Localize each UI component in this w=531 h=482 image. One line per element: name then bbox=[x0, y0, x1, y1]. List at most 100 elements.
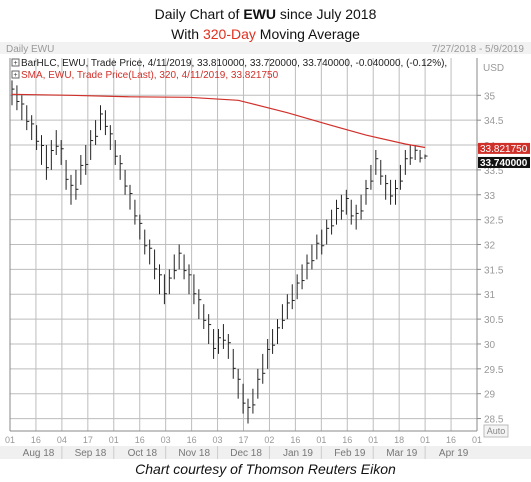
price-bar bbox=[242, 383, 246, 414]
price-bar bbox=[60, 140, 64, 165]
y-tick-label: 31 bbox=[484, 290, 496, 301]
price-bar bbox=[45, 145, 49, 180]
price-bar bbox=[198, 289, 202, 320]
price-bar bbox=[262, 353, 266, 384]
x-day-label: 04 bbox=[57, 435, 67, 445]
price-bar bbox=[11, 80, 15, 106]
x-month-label: Oct 18 bbox=[128, 448, 158, 459]
price-bar bbox=[95, 120, 99, 146]
price-bar bbox=[370, 164, 374, 190]
y-axis: 3534.53433.53332.53231.53130.53029.52928… bbox=[477, 91, 504, 426]
price-bar bbox=[70, 174, 74, 205]
price-bar bbox=[350, 199, 354, 225]
price-bar bbox=[395, 179, 398, 205]
price-bar bbox=[247, 398, 251, 424]
x-day-label: 01 bbox=[316, 435, 326, 445]
price-bar bbox=[188, 264, 192, 295]
price-bar bbox=[21, 95, 25, 121]
y-tick-label: 32.5 bbox=[484, 216, 504, 227]
price-bar bbox=[50, 140, 54, 170]
price-bar bbox=[311, 244, 315, 270]
price-bar bbox=[375, 150, 379, 175]
price-bar bbox=[208, 314, 212, 344]
price-bar bbox=[316, 234, 320, 260]
price-bar bbox=[154, 249, 158, 280]
price-bar bbox=[75, 169, 79, 200]
price-bar bbox=[149, 239, 153, 265]
price-bar bbox=[409, 145, 413, 165]
x-day-label: 16 bbox=[187, 435, 197, 445]
price-bar bbox=[124, 169, 128, 195]
chart-title-line2: With 320-Day Moving Average bbox=[171, 26, 360, 42]
x-day-label: 16 bbox=[446, 435, 456, 445]
y-tick-label: 29 bbox=[484, 390, 496, 401]
price-bar bbox=[355, 204, 359, 230]
price-bar bbox=[129, 184, 133, 210]
x-day-label: 01 bbox=[109, 435, 119, 445]
chart-title-line1: Daily Chart of EWU since July 2018 bbox=[154, 6, 377, 22]
price-bar bbox=[144, 229, 148, 255]
price-bar bbox=[109, 125, 113, 151]
y-tick-label: 34.5 bbox=[484, 116, 504, 127]
y-tick-label: 28.5 bbox=[484, 415, 504, 426]
x-month-label: Sep 18 bbox=[75, 448, 107, 459]
price-bar bbox=[286, 294, 290, 320]
price-bar bbox=[296, 274, 300, 300]
price-bar bbox=[385, 174, 389, 200]
svg-text:+: + bbox=[13, 72, 17, 79]
price-bar bbox=[222, 324, 226, 349]
price-bar bbox=[336, 199, 339, 225]
price-bar bbox=[414, 145, 418, 160]
price-bar bbox=[424, 154, 428, 159]
legend: + BarHLC, EWU, Trade Price, 4/11/2019, 3… bbox=[11, 58, 447, 81]
x-month-label: Dec 18 bbox=[230, 448, 262, 459]
price-bar bbox=[119, 154, 123, 180]
price-bar bbox=[41, 135, 44, 165]
last-price-tag: 33.740000 bbox=[480, 158, 528, 169]
y-tick-label: 29.5 bbox=[484, 365, 504, 376]
legend-sma: SMA, EWU, Trade Price(Last), 320, 4/11/2… bbox=[21, 70, 279, 81]
price-bar bbox=[55, 130, 59, 155]
price-bar bbox=[331, 209, 335, 235]
price-bar bbox=[380, 159, 384, 185]
y-tick-label: 32 bbox=[484, 241, 496, 252]
x-day-label: 17 bbox=[83, 435, 93, 445]
sma-line bbox=[11, 93, 426, 149]
y-tick-label: 30.5 bbox=[484, 315, 504, 326]
price-bar bbox=[267, 338, 271, 369]
price-bar bbox=[114, 140, 118, 165]
price-bar bbox=[321, 229, 325, 255]
price-bar bbox=[159, 264, 162, 295]
price-bar bbox=[252, 388, 256, 414]
x-day-label: 16 bbox=[135, 435, 145, 445]
auto-scale-button[interactable]: Auto bbox=[487, 426, 506, 436]
price-bar bbox=[365, 179, 369, 205]
x-day-label: 17 bbox=[238, 435, 248, 445]
price-bar bbox=[36, 125, 40, 151]
price-bar bbox=[213, 329, 217, 359]
x-day-label: 03 bbox=[161, 435, 171, 445]
chart-grid bbox=[9, 58, 478, 431]
price-bar bbox=[183, 254, 187, 280]
price-bar bbox=[227, 334, 231, 359]
x-month-label: Feb 19 bbox=[334, 448, 366, 459]
price-bar bbox=[301, 264, 305, 290]
x-day-label: 16 bbox=[31, 435, 41, 445]
price-bar bbox=[306, 254, 310, 280]
svg-text:+: + bbox=[13, 60, 17, 67]
currency-label: USD bbox=[483, 63, 504, 74]
price-bar bbox=[100, 105, 103, 131]
price-bar bbox=[139, 214, 143, 240]
price-bar bbox=[404, 150, 408, 175]
x-day-label: 16 bbox=[290, 435, 300, 445]
title-symbol: EWU bbox=[243, 6, 276, 22]
date-range-label: 7/27/2018 - 5/9/2019 bbox=[432, 44, 525, 55]
price-bar bbox=[134, 199, 138, 225]
price-bar bbox=[340, 194, 344, 220]
month-band bbox=[0, 446, 531, 459]
price-bar bbox=[257, 368, 261, 399]
title-ma-period: 320-Day bbox=[202, 26, 256, 42]
x-month-label: Aug 18 bbox=[23, 448, 55, 459]
price-chart[interactable]: Daily EWU 7/27/2018 - 5/9/2019 3534.5343… bbox=[0, 42, 531, 462]
panel-label: Daily EWU bbox=[6, 44, 54, 55]
